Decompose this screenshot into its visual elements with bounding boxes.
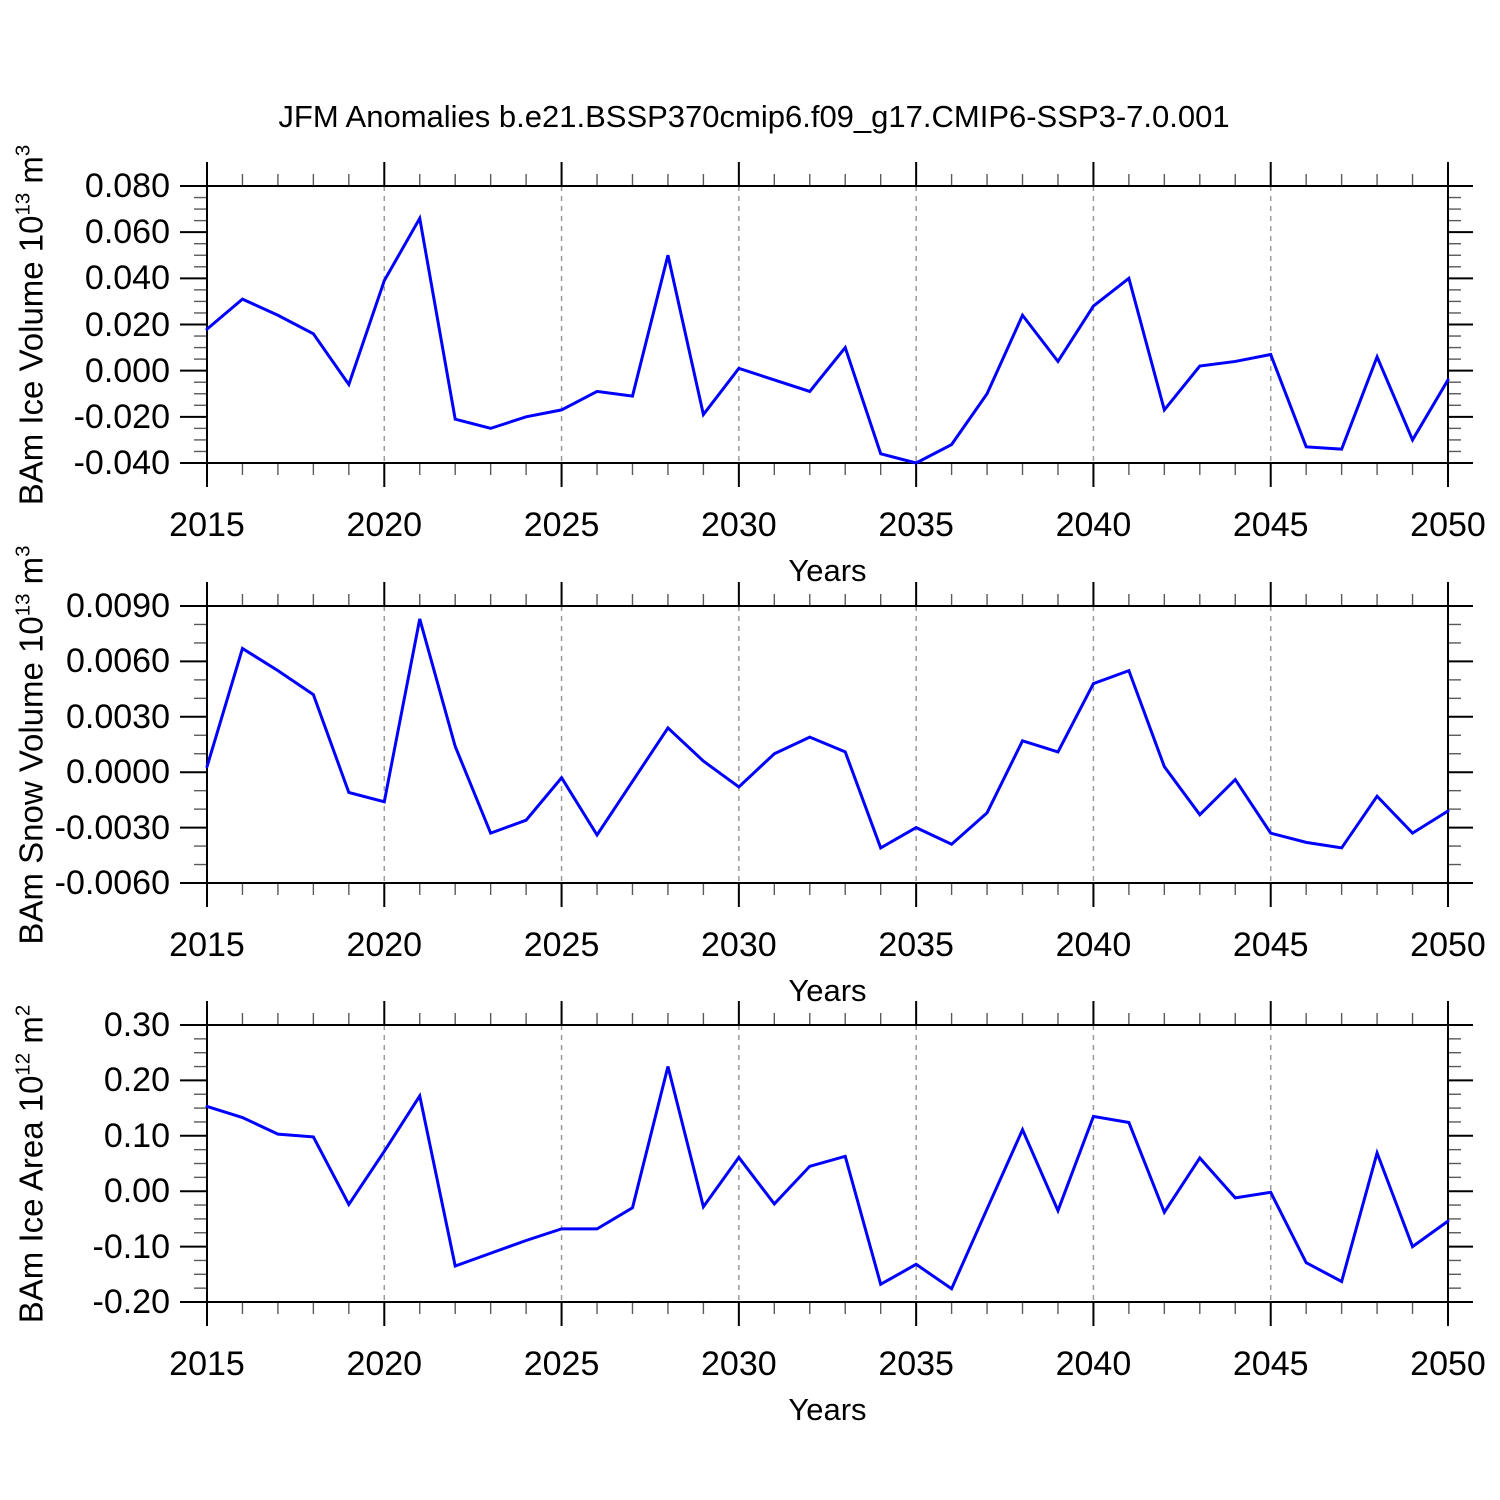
y-axis-label-superscript: 3 [11,544,35,557]
x-tick-label: 2025 [523,926,600,964]
x-tick-label: 2045 [1232,506,1309,544]
x-axis-label-panel-2: Years [788,973,867,1008]
plot-frame [206,1024,1449,1303]
plot-frame [206,605,1449,884]
y-tick-label: 0.060 [84,213,170,252]
y-tick-label: 0.0060 [66,642,170,681]
y-axis-label-superscript: 3 [11,144,35,156]
y-tick-label: 0.080 [84,167,170,205]
x-tick-label: 2030 [701,1345,777,1383]
x-tick-label: 2050 [1410,506,1486,544]
x-tick-label: 2035 [878,926,954,964]
y-tick-label: 0.0030 [66,697,170,736]
data-line [205,1066,1450,1291]
y-tick-label: -0.040 [73,444,170,482]
x-axis-label-panel-3: Years [788,1392,867,1427]
x-tick-label: 2045 [1232,1345,1309,1383]
x-tick-label: 2050 [1410,1345,1486,1383]
y-tick-label: 0.00 [103,1172,170,1211]
x-tick-label: 2020 [346,926,423,964]
x-tick-label: 2045 [1232,926,1309,964]
data-line [205,213,1450,465]
y-tick-label: -0.10 [92,1227,171,1266]
x-axis-label-panel-1: Years [788,553,867,588]
y-tick-label: 0.20 [103,1061,170,1100]
y-tick-label: 0.020 [84,305,170,344]
x-tick-label: 2040 [1055,926,1132,964]
x-tick-label: 2015 [169,506,245,544]
x-tick-label: 2030 [701,926,777,964]
y-tick-label: 0.040 [84,259,170,298]
x-tick-label: 2040 [1055,506,1132,544]
plot-frame [206,185,1449,464]
data-line [205,618,1450,851]
y-axis-label-ice-area: BAm Ice Area 1012 m2 [12,1004,50,1322]
y-tick-label: 0.000 [84,351,170,390]
x-tick-label: 2015 [169,1345,245,1383]
y-tick-label: 0.30 [103,1006,170,1044]
x-tick-label: 2020 [346,1345,423,1383]
y-tick-label: -0.020 [73,397,170,436]
x-tick-label: 2025 [523,1345,600,1383]
x-tick-label: 2030 [701,506,777,544]
y-tick-label: -0.0060 [54,864,170,902]
y-tick-label: 0.0000 [66,753,170,792]
x-tick-label: 2035 [878,1345,954,1383]
x-tick-label: 2025 [523,506,600,544]
x-tick-label: 2015 [169,926,245,964]
y-tick-label: -0.20 [92,1283,171,1321]
x-tick-label: 2035 [878,506,954,544]
y-tick-label: 0.10 [103,1116,170,1155]
x-tick-label: 2020 [346,506,423,544]
x-tick-label: 2040 [1055,1345,1132,1383]
x-tick-label: 2050 [1410,926,1486,964]
y-tick-label: -0.0030 [54,808,170,847]
y-tick-label: 0.0090 [66,587,170,625]
figure-title: JFM Anomalies b.e21.BSSP370cmip6.f09_g17… [278,99,1230,134]
